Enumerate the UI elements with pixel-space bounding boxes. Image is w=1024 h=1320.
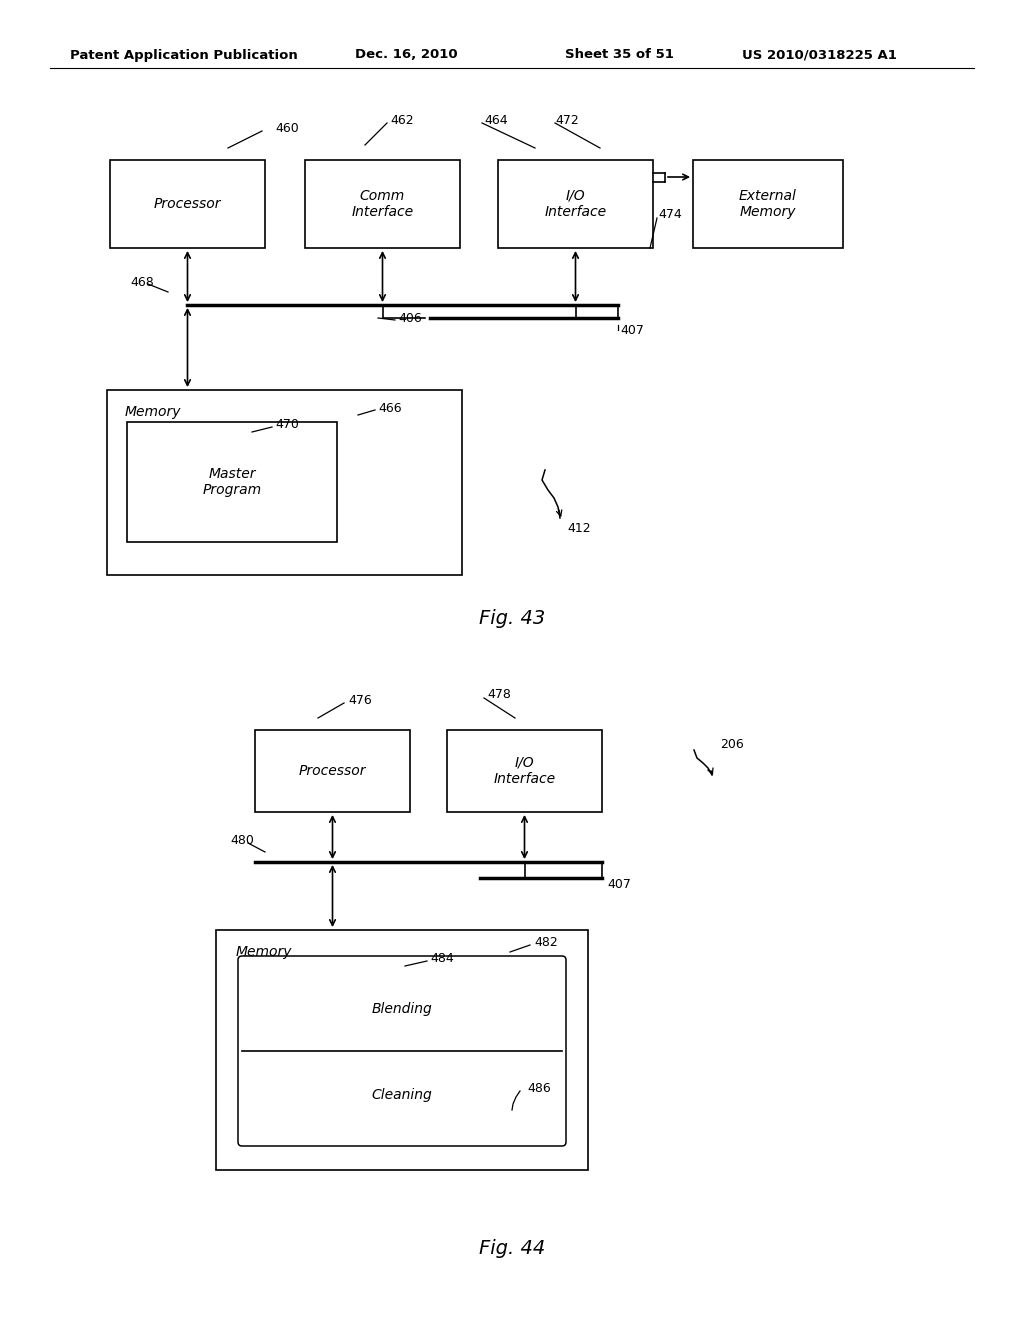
Text: Fig. 44: Fig. 44 (479, 1238, 545, 1258)
Bar (110, 160, 265, 248)
Text: Processor: Processor (299, 764, 367, 777)
Text: Processor: Processor (154, 197, 221, 211)
Text: 476: 476 (348, 693, 372, 706)
Bar (216, 931, 588, 1170)
Text: 482: 482 (534, 936, 558, 949)
Text: Blending: Blending (372, 1002, 432, 1016)
Bar (255, 730, 410, 812)
Text: Dec. 16, 2010: Dec. 16, 2010 (355, 49, 458, 62)
Text: Patent Application Publication: Patent Application Publication (70, 49, 298, 62)
Text: 407: 407 (607, 879, 631, 891)
Bar (127, 422, 337, 543)
Bar (498, 160, 653, 248)
Text: 470: 470 (275, 418, 299, 432)
Text: 474: 474 (658, 209, 682, 222)
Bar (305, 160, 460, 248)
Text: 486: 486 (527, 1081, 551, 1094)
Text: US 2010/0318225 A1: US 2010/0318225 A1 (742, 49, 897, 62)
Text: 472: 472 (555, 114, 579, 127)
Text: 406: 406 (398, 312, 422, 325)
Text: 412: 412 (567, 521, 591, 535)
Text: Master
Program: Master Program (203, 467, 261, 498)
Text: 462: 462 (390, 114, 414, 127)
Text: 478: 478 (487, 689, 511, 701)
Text: 484: 484 (430, 952, 454, 965)
Text: 407: 407 (620, 323, 644, 337)
Text: 460: 460 (275, 121, 299, 135)
Text: 480: 480 (230, 833, 254, 846)
Bar (693, 160, 843, 248)
Text: 206: 206 (720, 738, 743, 751)
Bar (106, 389, 462, 576)
Text: Sheet 35 of 51: Sheet 35 of 51 (565, 49, 674, 62)
Text: Comm
Interface: Comm Interface (351, 189, 414, 219)
Text: I/O
Interface: I/O Interface (545, 189, 606, 219)
Text: External
Memory: External Memory (739, 189, 797, 219)
FancyBboxPatch shape (238, 956, 566, 1146)
Text: Memory: Memory (236, 945, 293, 960)
Text: Cleaning: Cleaning (372, 1088, 432, 1102)
Text: I/O
Interface: I/O Interface (494, 756, 556, 787)
Text: 466: 466 (378, 401, 401, 414)
Text: Memory: Memory (125, 405, 181, 418)
Text: 464: 464 (484, 114, 508, 127)
Text: 468: 468 (130, 276, 154, 289)
Text: Fig. 43: Fig. 43 (479, 609, 545, 627)
Bar (447, 730, 602, 812)
